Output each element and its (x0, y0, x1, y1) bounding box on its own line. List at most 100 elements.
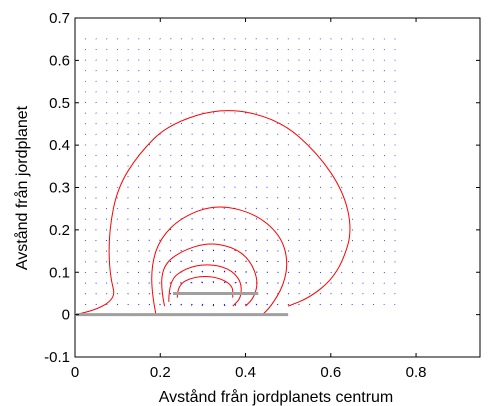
y-tick-label: 0.6 (49, 52, 70, 69)
field-vector (287, 293, 290, 295)
field-vector (180, 260, 182, 263)
field-vector (266, 293, 269, 295)
field-vector (319, 282, 322, 284)
field-vector (309, 144, 311, 146)
contour-lines (74, 110, 351, 316)
field-vector (266, 303, 268, 306)
contour-line (176, 275, 234, 298)
field-vector (245, 271, 247, 273)
field-vector (180, 249, 182, 252)
field-vector (255, 250, 258, 252)
y-tick-label: 0.4 (49, 137, 70, 154)
field-vector (255, 239, 258, 241)
field-vector (277, 197, 279, 199)
field-vector (169, 293, 172, 295)
x-tick-label: 0 (71, 364, 79, 381)
field-vector (169, 228, 172, 231)
field-vector (169, 239, 172, 241)
field-vector (106, 282, 108, 284)
field-vector (245, 260, 247, 263)
x-axis-label: Avstånd från jordplanets centrum (159, 388, 394, 406)
field-vector (287, 197, 290, 199)
contour-line (151, 206, 288, 315)
field-vector (159, 197, 161, 199)
y-tick-label: 0.2 (49, 222, 70, 239)
plot-area (74, 17, 481, 358)
field-vector (180, 303, 182, 306)
field-vector (148, 207, 150, 210)
field-vector (159, 228, 161, 231)
field-vector (95, 282, 97, 284)
vector-field (84, 38, 396, 307)
field-vector (180, 239, 182, 241)
x-tick-label: 0.2 (150, 364, 171, 381)
field-vector (266, 228, 268, 231)
field-vector (266, 239, 268, 241)
field-vector (266, 207, 268, 210)
field-vector (277, 207, 279, 210)
field-vector (190, 303, 193, 306)
field-vector (277, 218, 279, 220)
contour-line (74, 110, 351, 316)
field-vector (138, 186, 140, 188)
field-vector (170, 207, 172, 209)
x-tick-label: 0.4 (235, 364, 256, 381)
field-vector (223, 281, 226, 284)
y-tick-label: 0 (62, 307, 70, 324)
y-tick-label: 0.5 (49, 95, 70, 112)
field-vector (159, 293, 161, 295)
field-vector (223, 270, 226, 273)
field-vector (148, 186, 150, 188)
field-vector (127, 154, 129, 157)
field-vector (159, 207, 161, 210)
field-vector (298, 293, 300, 295)
field-vector (190, 271, 193, 273)
field-vector (223, 303, 226, 307)
field-vector (127, 282, 129, 284)
x-tick-label: 0.6 (320, 364, 341, 381)
field-vector (191, 249, 193, 252)
y-tick-label: -0.1 (44, 349, 70, 366)
field-vector (287, 176, 290, 178)
field-vector (255, 218, 258, 220)
field-vector (190, 260, 193, 262)
field-vector (191, 239, 193, 241)
field-vector (266, 218, 268, 220)
axis-ticks (74, 17, 480, 358)
field-vector (298, 165, 300, 167)
field-vector (148, 197, 150, 199)
field-vector (245, 249, 247, 252)
plates (75, 291, 289, 317)
field-vector (169, 303, 172, 306)
field-vector (169, 250, 172, 252)
field-vector (245, 228, 247, 231)
y-tick-label: 0.1 (49, 264, 70, 281)
field-vector (201, 270, 204, 273)
field-vector (169, 218, 172, 220)
field-vector (148, 293, 150, 295)
x-tick-label: 0.8 (406, 364, 427, 381)
field-vector (234, 270, 237, 273)
field-vector (277, 186, 279, 188)
field-vector (116, 282, 118, 284)
y-tick-label: 0.7 (49, 10, 70, 27)
field-vector (234, 281, 237, 284)
field-vector (159, 218, 161, 220)
y-tick-label: 0.3 (49, 180, 70, 197)
field-vector (245, 239, 247, 241)
y-axis-label: Avstånd från jordplanet (13, 105, 31, 270)
field-vector (180, 228, 182, 231)
contour-line (168, 264, 242, 307)
contour-line (161, 243, 258, 307)
field-vector (287, 186, 290, 188)
field-vector (201, 260, 204, 262)
field-vector (138, 176, 140, 178)
field-vector (330, 282, 332, 284)
field-vector (137, 293, 140, 295)
field-vector (201, 303, 204, 307)
field-vector (255, 228, 258, 231)
field-vector (255, 303, 258, 306)
field-vector (309, 282, 311, 284)
field-vector (127, 293, 129, 295)
